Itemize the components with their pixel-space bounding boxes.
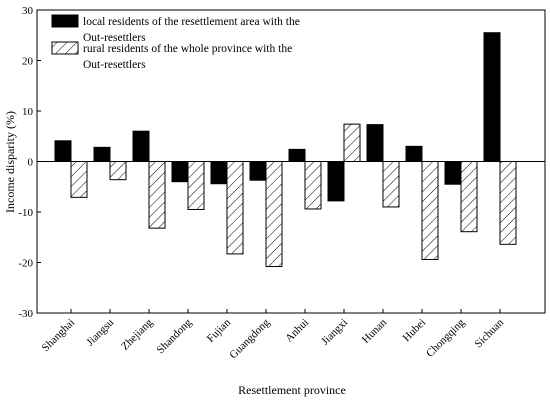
bar-local-residents <box>366 124 384 163</box>
bar-local-residents <box>93 146 111 163</box>
x-tick-label: Shanghai <box>40 317 77 354</box>
bar-rural-residents <box>265 161 283 268</box>
y-axis-title: Income disparity (%) <box>3 111 17 213</box>
x-tick-label: Guangdong <box>227 316 272 361</box>
x-tick-label: Zhejiang <box>119 316 155 352</box>
bars <box>54 32 517 268</box>
bar-rural-residents <box>109 161 127 181</box>
bar-local-residents <box>210 161 228 185</box>
bar-local-residents <box>327 161 345 202</box>
x-tick-label: Jiangsu <box>84 316 116 348</box>
x-tick-label: Hubei <box>401 317 428 344</box>
bar-rural-residents <box>499 161 517 245</box>
x-tick-label: Sichuan <box>473 316 507 350</box>
x-tick-label: Chongqing <box>424 316 467 359</box>
bar-local-residents <box>483 32 501 162</box>
legend-label: rural residents of the whole province wi… <box>83 43 292 55</box>
legend-label: Out-resettlers <box>83 59 146 71</box>
bar-local-residents <box>249 161 267 181</box>
bar-local-residents <box>132 130 150 162</box>
y-tick-label: -30 <box>18 308 33 320</box>
y-tick-label: 30 <box>22 5 34 17</box>
bar-local-residents <box>171 161 189 183</box>
x-axis-title: Resettlement province <box>238 383 346 397</box>
x-tick-label: Hunan <box>360 316 390 346</box>
legend-swatch-rural <box>51 41 79 55</box>
y-tick-label: 10 <box>22 106 34 118</box>
bar-rural-residents <box>70 161 88 198</box>
y-tick-label: -20 <box>18 258 33 270</box>
y-tick-label: 20 <box>22 56 34 68</box>
bar-rural-residents <box>148 161 166 229</box>
legend-swatch-local <box>51 14 79 28</box>
x-tick-label: Shandong <box>155 316 195 356</box>
legend: local residents of the resettlement area… <box>51 14 300 71</box>
bar-rural-residents <box>187 161 205 210</box>
bar-rural-residents <box>382 161 400 208</box>
bar-rural-residents <box>460 161 478 233</box>
legend-label: Out-resettlers <box>83 32 146 44</box>
x-tick-label: Anhui <box>283 317 311 345</box>
bar-local-residents <box>288 148 306 163</box>
y-tick-label: 0 <box>28 157 34 169</box>
bar-rural-residents <box>304 161 322 210</box>
bar-local-residents <box>54 140 72 162</box>
bar-local-residents <box>444 161 462 185</box>
bar-local-residents <box>405 145 423 163</box>
y-tick-label: -10 <box>18 207 33 219</box>
x-tick-label: Fujian <box>205 316 234 345</box>
bar-rural-residents <box>226 161 244 255</box>
x-tick-label: Jiangxi <box>319 317 350 348</box>
bar-rural-residents <box>421 161 439 260</box>
legend-label: local residents of the resettlement area… <box>83 16 300 28</box>
bar-rural-residents <box>343 123 361 162</box>
